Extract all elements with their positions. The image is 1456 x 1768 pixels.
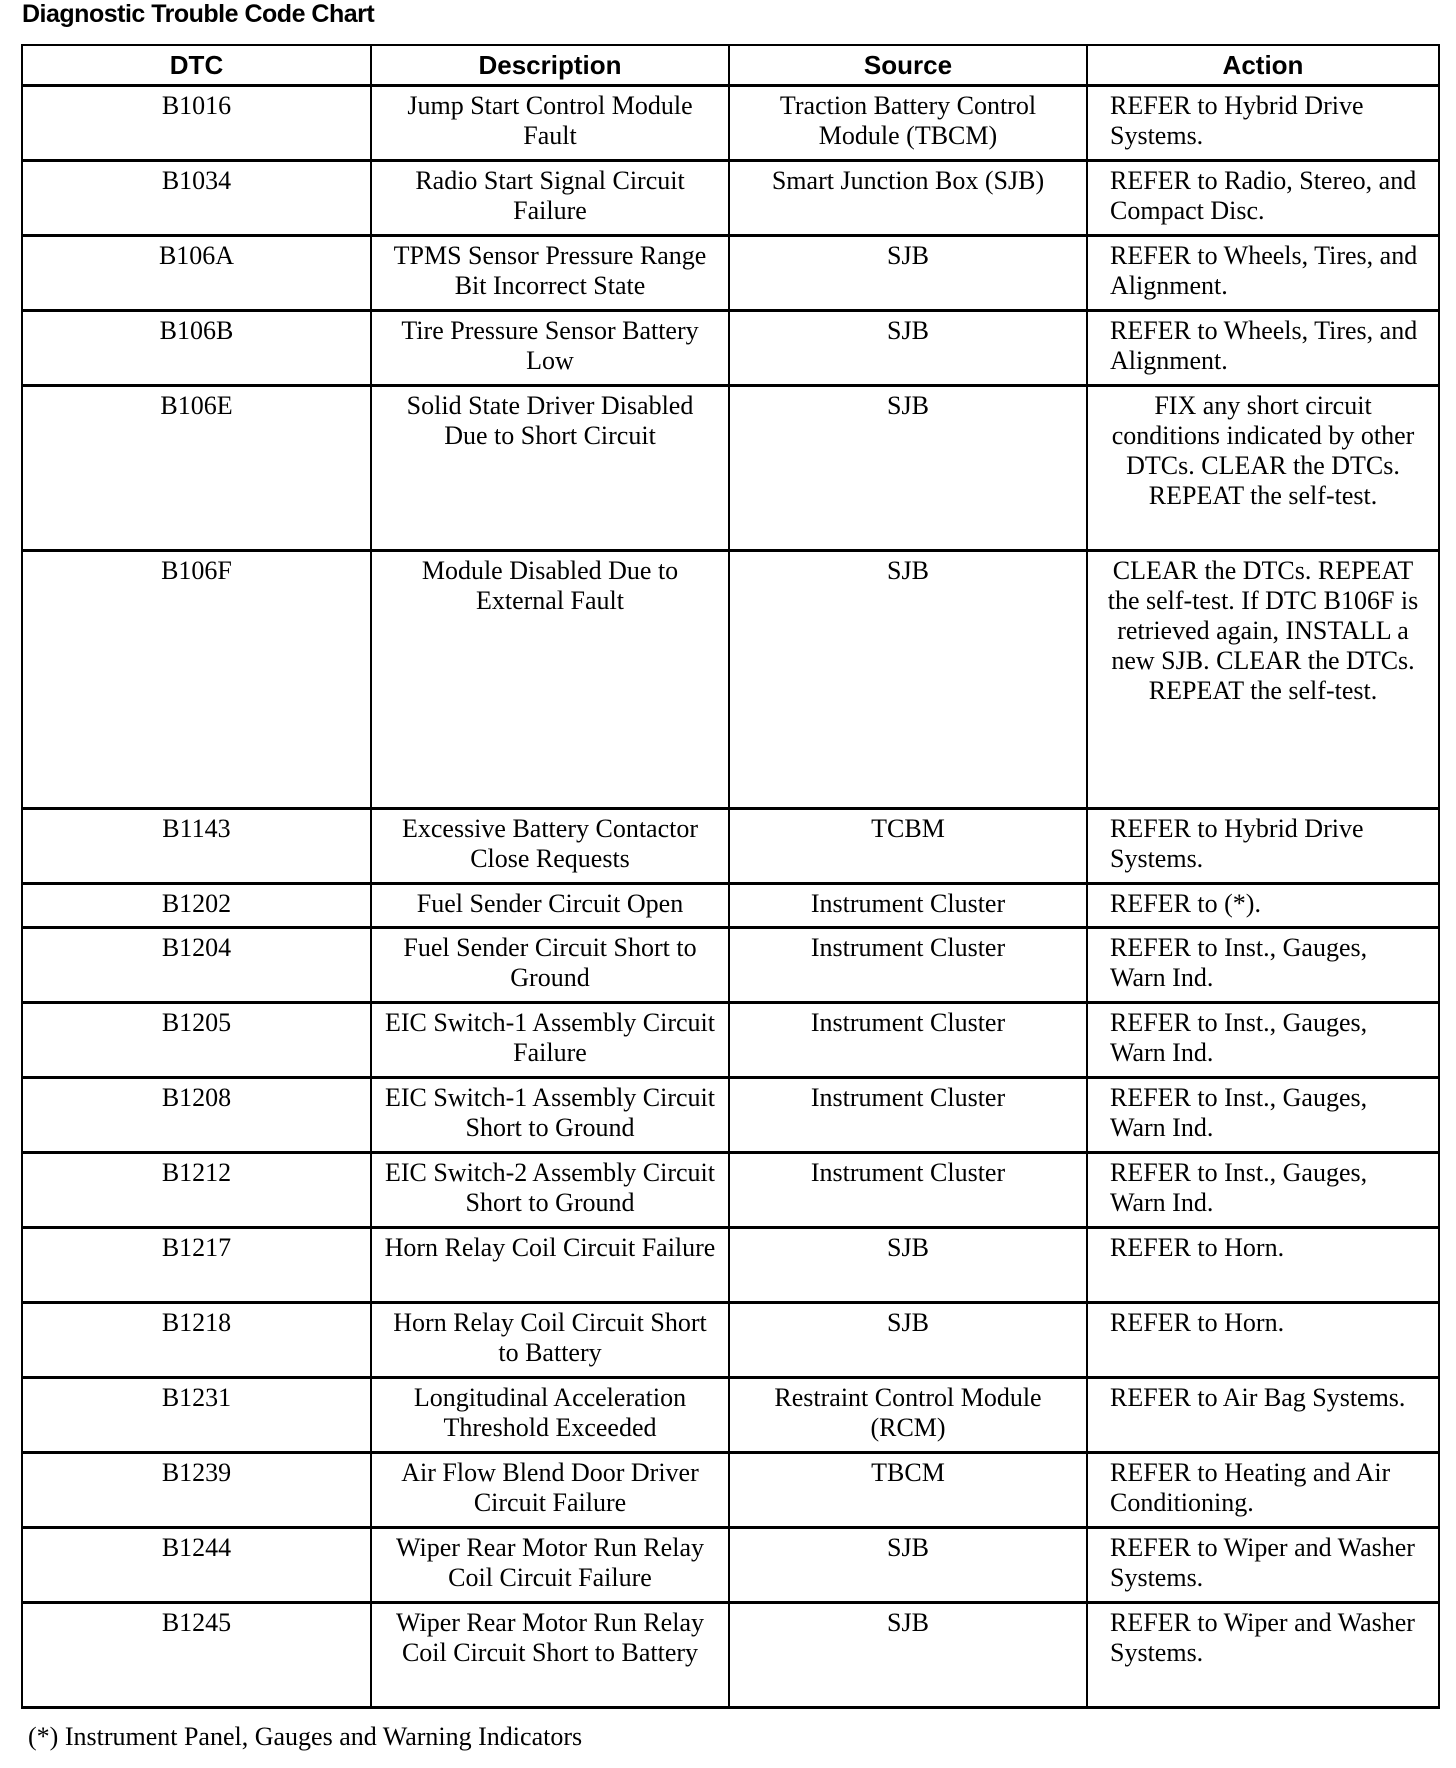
description-cell: Jump Start Control Module Fault xyxy=(370,84,730,162)
action-cell: REFER to Air Bag Systems. xyxy=(1086,1376,1440,1454)
page-title: Diagnostic Trouble Code Chart xyxy=(22,0,375,28)
dtc-cell: B1244 xyxy=(21,1526,372,1604)
table-row: B1208 EIC Switch-1 Assembly Circuit Short… xyxy=(21,1076,1440,1154)
header-action: Action xyxy=(1086,44,1440,87)
dtc-cell: B1245 xyxy=(21,1601,372,1709)
source-cell: TCBM xyxy=(728,807,1088,885)
dtc-cell: B106F xyxy=(21,549,372,810)
table-header-row: DTC Description Source Action xyxy=(21,44,1440,87)
action-cell: CLEAR the DTCs. REPEAT the self-test. If… xyxy=(1086,549,1440,810)
description-cell: Horn Relay Coil Circuit Failure xyxy=(370,1226,730,1304)
action-cell: REFER to Horn. xyxy=(1086,1226,1440,1304)
action-cell: FIX any short circuit conditions indicat… xyxy=(1086,384,1440,552)
source-cell: SJB xyxy=(728,549,1088,810)
description-cell: EIC Switch-2 Assembly Circuit Short to G… xyxy=(370,1151,730,1229)
source-cell: SJB xyxy=(728,1301,1088,1379)
table-row: B1016 Jump Start Control Module Fault Trac… xyxy=(21,84,1440,162)
table-row: B1244 Wiper Rear Motor Run Relay Coil Cir… xyxy=(21,1526,1440,1604)
table-row: B1245 Wiper Rear Motor Run Relay Coil Cir… xyxy=(21,1601,1440,1709)
header-dtc: DTC xyxy=(21,44,372,87)
description-cell: Fuel Sender Circuit Open xyxy=(370,882,730,929)
source-cell: SJB xyxy=(728,1601,1088,1709)
action-cell: REFER to Horn. xyxy=(1086,1301,1440,1379)
dtc-cell: B1231 xyxy=(21,1376,372,1454)
table-row: B1143 Excessive Battery Contactor Close R… xyxy=(21,807,1440,885)
source-cell: Instrument Cluster xyxy=(728,926,1088,1004)
table-row: B106F Module Disabled Due to External Fau… xyxy=(21,549,1440,810)
source-cell: Instrument Cluster xyxy=(728,1151,1088,1229)
action-cell: REFER to Wheels, Tires, and Alignment. xyxy=(1086,309,1440,387)
dtc-cell: B1212 xyxy=(21,1151,372,1229)
table-row: B1204 Fuel Sender Circuit Short to Ground… xyxy=(21,926,1440,1004)
description-cell: Fuel Sender Circuit Short to Ground xyxy=(370,926,730,1004)
dtc-cell: B106B xyxy=(21,309,372,387)
source-cell: Instrument Cluster xyxy=(728,882,1088,929)
dtc-cell: B1208 xyxy=(21,1076,372,1154)
source-cell: Instrument Cluster xyxy=(728,1076,1088,1154)
description-cell: Tire Pressure Sensor Battery Low xyxy=(370,309,730,387)
table-row: B1239 Air Flow Blend Door Driver Circuit … xyxy=(21,1451,1440,1529)
header-source: Source xyxy=(728,44,1088,87)
action-cell: REFER to Hybrid Drive Systems. xyxy=(1086,807,1440,885)
footnote: (*) Instrument Panel, Gauges and Warning… xyxy=(28,1722,583,1751)
dtc-cell: B1217 xyxy=(21,1226,372,1304)
table-row: B1202 Fuel Sender Circuit Open Instrument … xyxy=(21,882,1440,929)
table-row: B1212 EIC Switch-2 Assembly Circuit Short… xyxy=(21,1151,1440,1229)
description-cell: Air Flow Blend Door Driver Circuit Failu… xyxy=(370,1451,730,1529)
description-cell: Excessive Battery Contactor Close Reques… xyxy=(370,807,730,885)
dtc-cell: B1205 xyxy=(21,1001,372,1079)
table-row: B1231 Longitudinal Acceleration Threshold… xyxy=(21,1376,1440,1454)
action-cell: REFER to Inst., Gauges, Warn Ind. xyxy=(1086,1151,1440,1229)
action-cell: REFER to Inst., Gauges, Warn Ind. xyxy=(1086,1001,1440,1079)
source-cell: SJB xyxy=(728,1226,1088,1304)
dtc-cell: B1202 xyxy=(21,882,372,929)
dtc-cell: B1204 xyxy=(21,926,372,1004)
description-cell: Horn Relay Coil Circuit Short to Battery xyxy=(370,1301,730,1379)
action-cell: REFER to Wheels, Tires, and Alignment. xyxy=(1086,234,1440,312)
table-body: B1016 Jump Start Control Module Fault Trac… xyxy=(21,84,1440,1709)
source-cell: Instrument Cluster xyxy=(728,1001,1088,1079)
source-cell: TBCM xyxy=(728,1451,1088,1529)
table-row: B1218 Horn Relay Coil Circuit Short to Ba… xyxy=(21,1301,1440,1379)
dtc-cell: B106E xyxy=(21,384,372,552)
action-cell: REFER to Hybrid Drive Systems. xyxy=(1086,84,1440,162)
dtc-cell: B1016 xyxy=(21,84,372,162)
description-cell: Wiper Rear Motor Run Relay Coil Circuit … xyxy=(370,1601,730,1709)
dtc-cell: B1143 xyxy=(21,807,372,885)
description-cell: EIC Switch-1 Assembly Circuit Failure xyxy=(370,1001,730,1079)
dtc-cell: B1218 xyxy=(21,1301,372,1379)
action-cell: REFER to Inst., Gauges, Warn Ind. xyxy=(1086,1076,1440,1154)
description-cell: EIC Switch-1 Assembly Circuit Short to G… xyxy=(370,1076,730,1154)
source-cell: Traction Battery Control Module (TBCM) xyxy=(728,84,1088,162)
action-cell: REFER to Wiper and Washer Systems. xyxy=(1086,1601,1440,1709)
description-cell: Longitudinal Acceleration Threshold Exce… xyxy=(370,1376,730,1454)
source-cell: SJB xyxy=(728,384,1088,552)
action-cell: REFER to (*). xyxy=(1086,882,1440,929)
dtc-table: DTC Description Source Action B1016 Jump … xyxy=(21,44,1440,1709)
action-cell: REFER to Radio, Stereo, and Compact Disc… xyxy=(1086,159,1440,237)
dtc-cell: B1034 xyxy=(21,159,372,237)
source-cell: SJB xyxy=(728,309,1088,387)
description-cell: TPMS Sensor Pressure Range Bit Incorrect… xyxy=(370,234,730,312)
table-row: B106E Solid State Driver Disabled Due to … xyxy=(21,384,1440,552)
action-cell: REFER to Wiper and Washer Systems. xyxy=(1086,1526,1440,1604)
source-cell: Restraint Control Module (RCM) xyxy=(728,1376,1088,1454)
description-cell: Radio Start Signal Circuit Failure xyxy=(370,159,730,237)
table-row: B1205 EIC Switch-1 Assembly Circuit Failu… xyxy=(21,1001,1440,1079)
table-row: B106A TPMS Sensor Pressure Range Bit Inco… xyxy=(21,234,1440,312)
dtc-cell: B106A xyxy=(21,234,372,312)
header-description: Description xyxy=(370,44,730,87)
action-cell: REFER to Heating and Air Conditioning. xyxy=(1086,1451,1440,1529)
source-cell: Smart Junction Box (SJB) xyxy=(728,159,1088,237)
source-cell: SJB xyxy=(728,234,1088,312)
description-cell: Solid State Driver Disabled Due to Short… xyxy=(370,384,730,552)
dtc-cell: B1239 xyxy=(21,1451,372,1529)
description-cell: Module Disabled Due to External Fault xyxy=(370,549,730,810)
table-row: B1217 Horn Relay Coil Circuit Failure SJB R… xyxy=(21,1226,1440,1304)
source-cell: SJB xyxy=(728,1526,1088,1604)
description-cell: Wiper Rear Motor Run Relay Coil Circuit … xyxy=(370,1526,730,1604)
table-row: B1034 Radio Start Signal Circuit Failure S… xyxy=(21,159,1440,237)
action-cell: REFER to Inst., Gauges, Warn Ind. xyxy=(1086,926,1440,1004)
table-row: B106B Tire Pressure Sensor Battery Low SJB… xyxy=(21,309,1440,387)
